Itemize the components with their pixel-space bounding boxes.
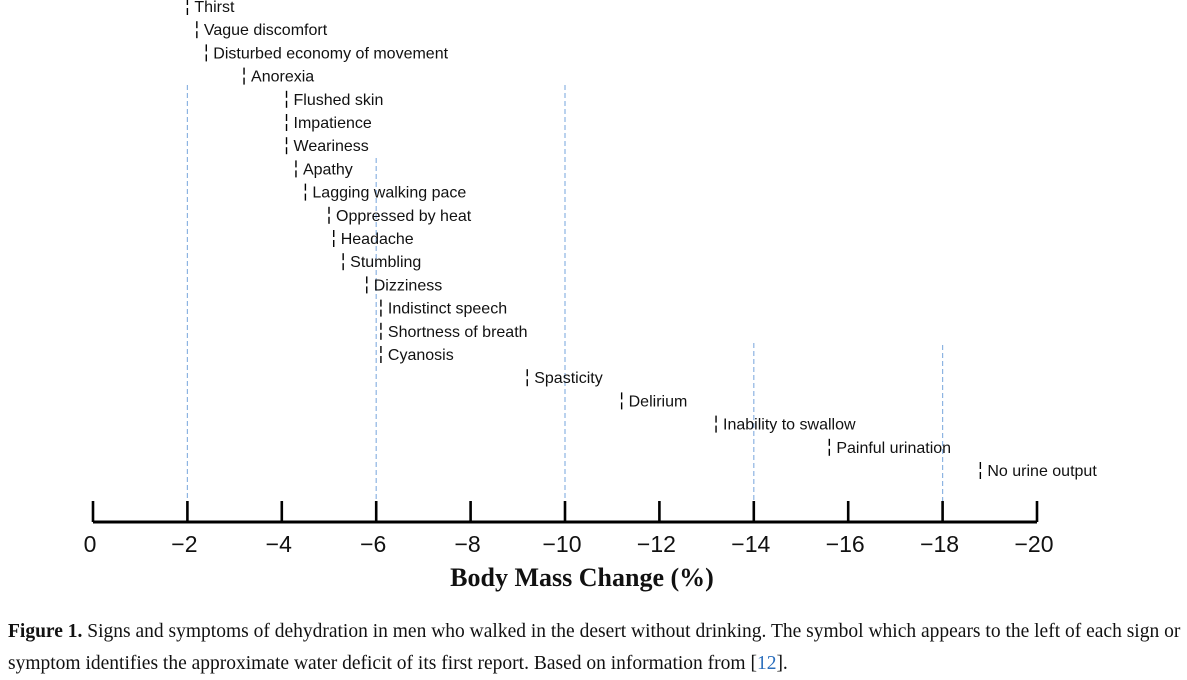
symptom-item: Lagging walking pace <box>304 183 466 202</box>
x-axis-title: Body Mass Change (%) <box>450 563 714 592</box>
symptom-label: Impatience <box>294 115 372 132</box>
symptom-item: Thirst <box>186 0 235 16</box>
symptom-item: Apathy <box>295 160 353 178</box>
x-tick-label: −20 <box>1014 531 1053 557</box>
symptom-item: Flushed skin <box>285 90 384 109</box>
symptom-label: Apathy <box>303 161 353 178</box>
symptom-label: Disturbed economy of movement <box>213 45 448 62</box>
symptom-item: No urine output <box>979 462 1097 480</box>
reference-lines <box>186 85 944 520</box>
symptom-label: Weariness <box>294 138 369 155</box>
symptom-markers: Thirst Vague discomfort Disturbed economy … <box>186 0 1097 480</box>
x-tick-label: −8 <box>454 531 480 557</box>
symptom-item: Cyanosis <box>380 346 454 364</box>
caption-text: Signs and symptoms of dehydration in men… <box>8 621 1181 674</box>
symptom-label: Spasticity <box>534 370 602 387</box>
symptom-label: Cyanosis <box>388 347 454 364</box>
x-tick-label: −10 <box>542 531 581 557</box>
reference-link[interactable]: 12 <box>756 653 777 674</box>
symptom-label: No urine output <box>987 463 1097 480</box>
symptom-item: Vague discomfort <box>196 21 328 39</box>
symptom-item: Spasticity <box>526 369 603 387</box>
x-tick-label: −2 <box>171 531 197 557</box>
symptom-item: Disturbed economy of movement <box>205 44 449 62</box>
symptom-label: Anorexia <box>251 69 314 86</box>
symptom-item: Dizziness <box>366 276 442 294</box>
caption-end: ]. <box>776 653 788 674</box>
symptom-item: Inability to swallow <box>715 415 856 434</box>
symptom-label: Thirst <box>194 0 235 16</box>
symptom-label: Stumbling <box>350 254 421 271</box>
symptom-item: Painful urination <box>828 438 951 457</box>
symptom-label: Lagging walking pace <box>312 185 466 202</box>
symptom-label: Dizziness <box>374 277 442 294</box>
symptom-label: Inability to swallow <box>723 417 856 434</box>
symptom-item: Indistinct speech <box>380 299 507 318</box>
x-tick-label: −4 <box>266 531 292 557</box>
x-tick-label: −16 <box>826 531 865 557</box>
figure-caption: Figure 1. Signs and symptoms of dehydrat… <box>8 616 1184 680</box>
figure-number: Figure 1. <box>8 621 83 642</box>
symptom-label: Delirium <box>629 393 688 410</box>
x-axis: 0 −2 −4 −6 −8 −10 −12 −14 −16 −18 −20 <box>84 501 1054 557</box>
symptom-label: Vague discomfort <box>204 22 328 39</box>
x-tick-label: 0 <box>84 531 97 557</box>
x-tick-label: −18 <box>920 531 959 557</box>
symptom-item: Headache <box>333 230 414 248</box>
symptom-label: Headache <box>341 231 414 248</box>
x-tick-label: −6 <box>360 531 386 557</box>
symptom-item: Anorexia <box>243 67 314 86</box>
symptom-item: Stumbling <box>342 253 421 271</box>
symptom-label: Painful urination <box>836 440 951 457</box>
symptom-item: Weariness <box>285 137 369 155</box>
symptom-item: Oppressed by heat <box>328 206 472 225</box>
x-tick-label: −14 <box>731 531 770 557</box>
symptom-item: Shortness of breath <box>380 322 528 341</box>
symptom-label: Flushed skin <box>294 92 384 109</box>
symptom-item: Delirium <box>620 392 688 410</box>
symptom-item: Impatience <box>285 114 372 132</box>
dehydration-symptom-chart: Thirst Vague discomfort Disturbed economy … <box>84 0 1097 592</box>
symptom-label: Oppressed by heat <box>336 208 472 225</box>
symptom-label: Indistinct speech <box>388 301 507 318</box>
symptom-label: Shortness of breath <box>388 324 528 341</box>
x-tick-label: −12 <box>637 531 676 557</box>
